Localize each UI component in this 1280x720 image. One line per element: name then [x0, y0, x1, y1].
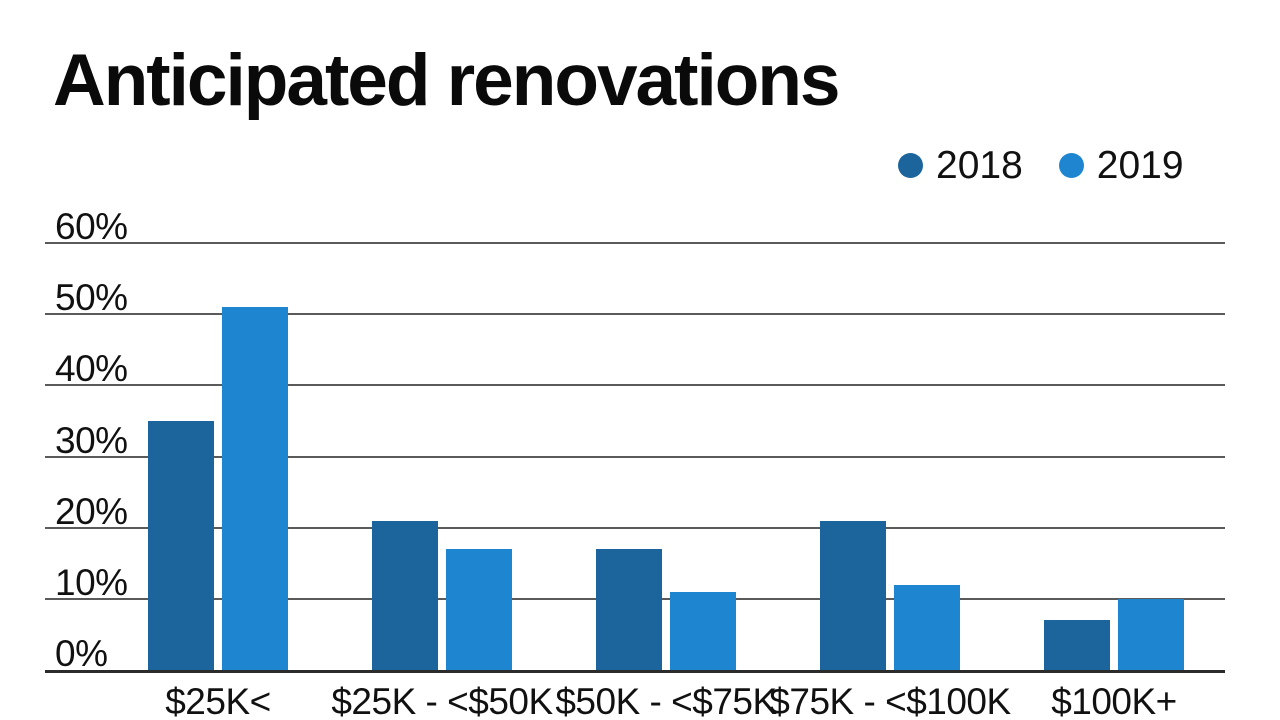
legend-swatch-2019 [1058, 153, 1084, 178]
y-axis-tick-label: 50% [55, 277, 128, 318]
legend-item-2018: 2018 [898, 146, 1023, 185]
x-axis-category-label: $50K - <$75K [555, 681, 777, 720]
bar-2018 [148, 421, 214, 672]
y-axis-tick-label: 30% [55, 420, 128, 461]
y-axis-tick-label: 0% [55, 633, 108, 674]
bar-2018 [820, 521, 886, 672]
bar-2019 [670, 592, 736, 672]
x-axis-category-label: $25K< [165, 681, 271, 720]
bar-2019 [222, 307, 288, 672]
legend: 2018 2019 [898, 146, 1184, 185]
x-axis-baseline [45, 670, 1225, 673]
legend-item-2019: 2019 [1058, 144, 1184, 187]
gridline [45, 242, 1225, 244]
bar-2019 [1118, 599, 1184, 672]
y-axis-tick-label: 20% [55, 491, 128, 532]
gridline [45, 456, 1225, 458]
bar-2018 [372, 521, 438, 672]
legend-label: 2018 [936, 144, 1023, 187]
bar-2019 [894, 585, 960, 672]
gridline [45, 527, 1225, 529]
y-axis-tick-label: 40% [55, 348, 128, 389]
x-axis-category-label: $25K - <$50K [331, 681, 553, 720]
y-axis-tick-label: 60% [55, 206, 128, 247]
bar-2019 [446, 549, 512, 672]
bar-2018 [1044, 620, 1110, 672]
bar-2018 [596, 549, 662, 672]
chart-title: Anticipated renovations [53, 40, 841, 121]
x-axis-category-label: $100K+ [1051, 681, 1177, 720]
gridline [45, 313, 1225, 315]
x-axis-category-label: $75K - <$100K [769, 681, 1011, 720]
legend-swatch-2018 [898, 153, 923, 178]
gridline [45, 384, 1225, 386]
y-axis-tick-label: 10% [55, 562, 128, 603]
legend-label: 2019 [1096, 144, 1184, 187]
